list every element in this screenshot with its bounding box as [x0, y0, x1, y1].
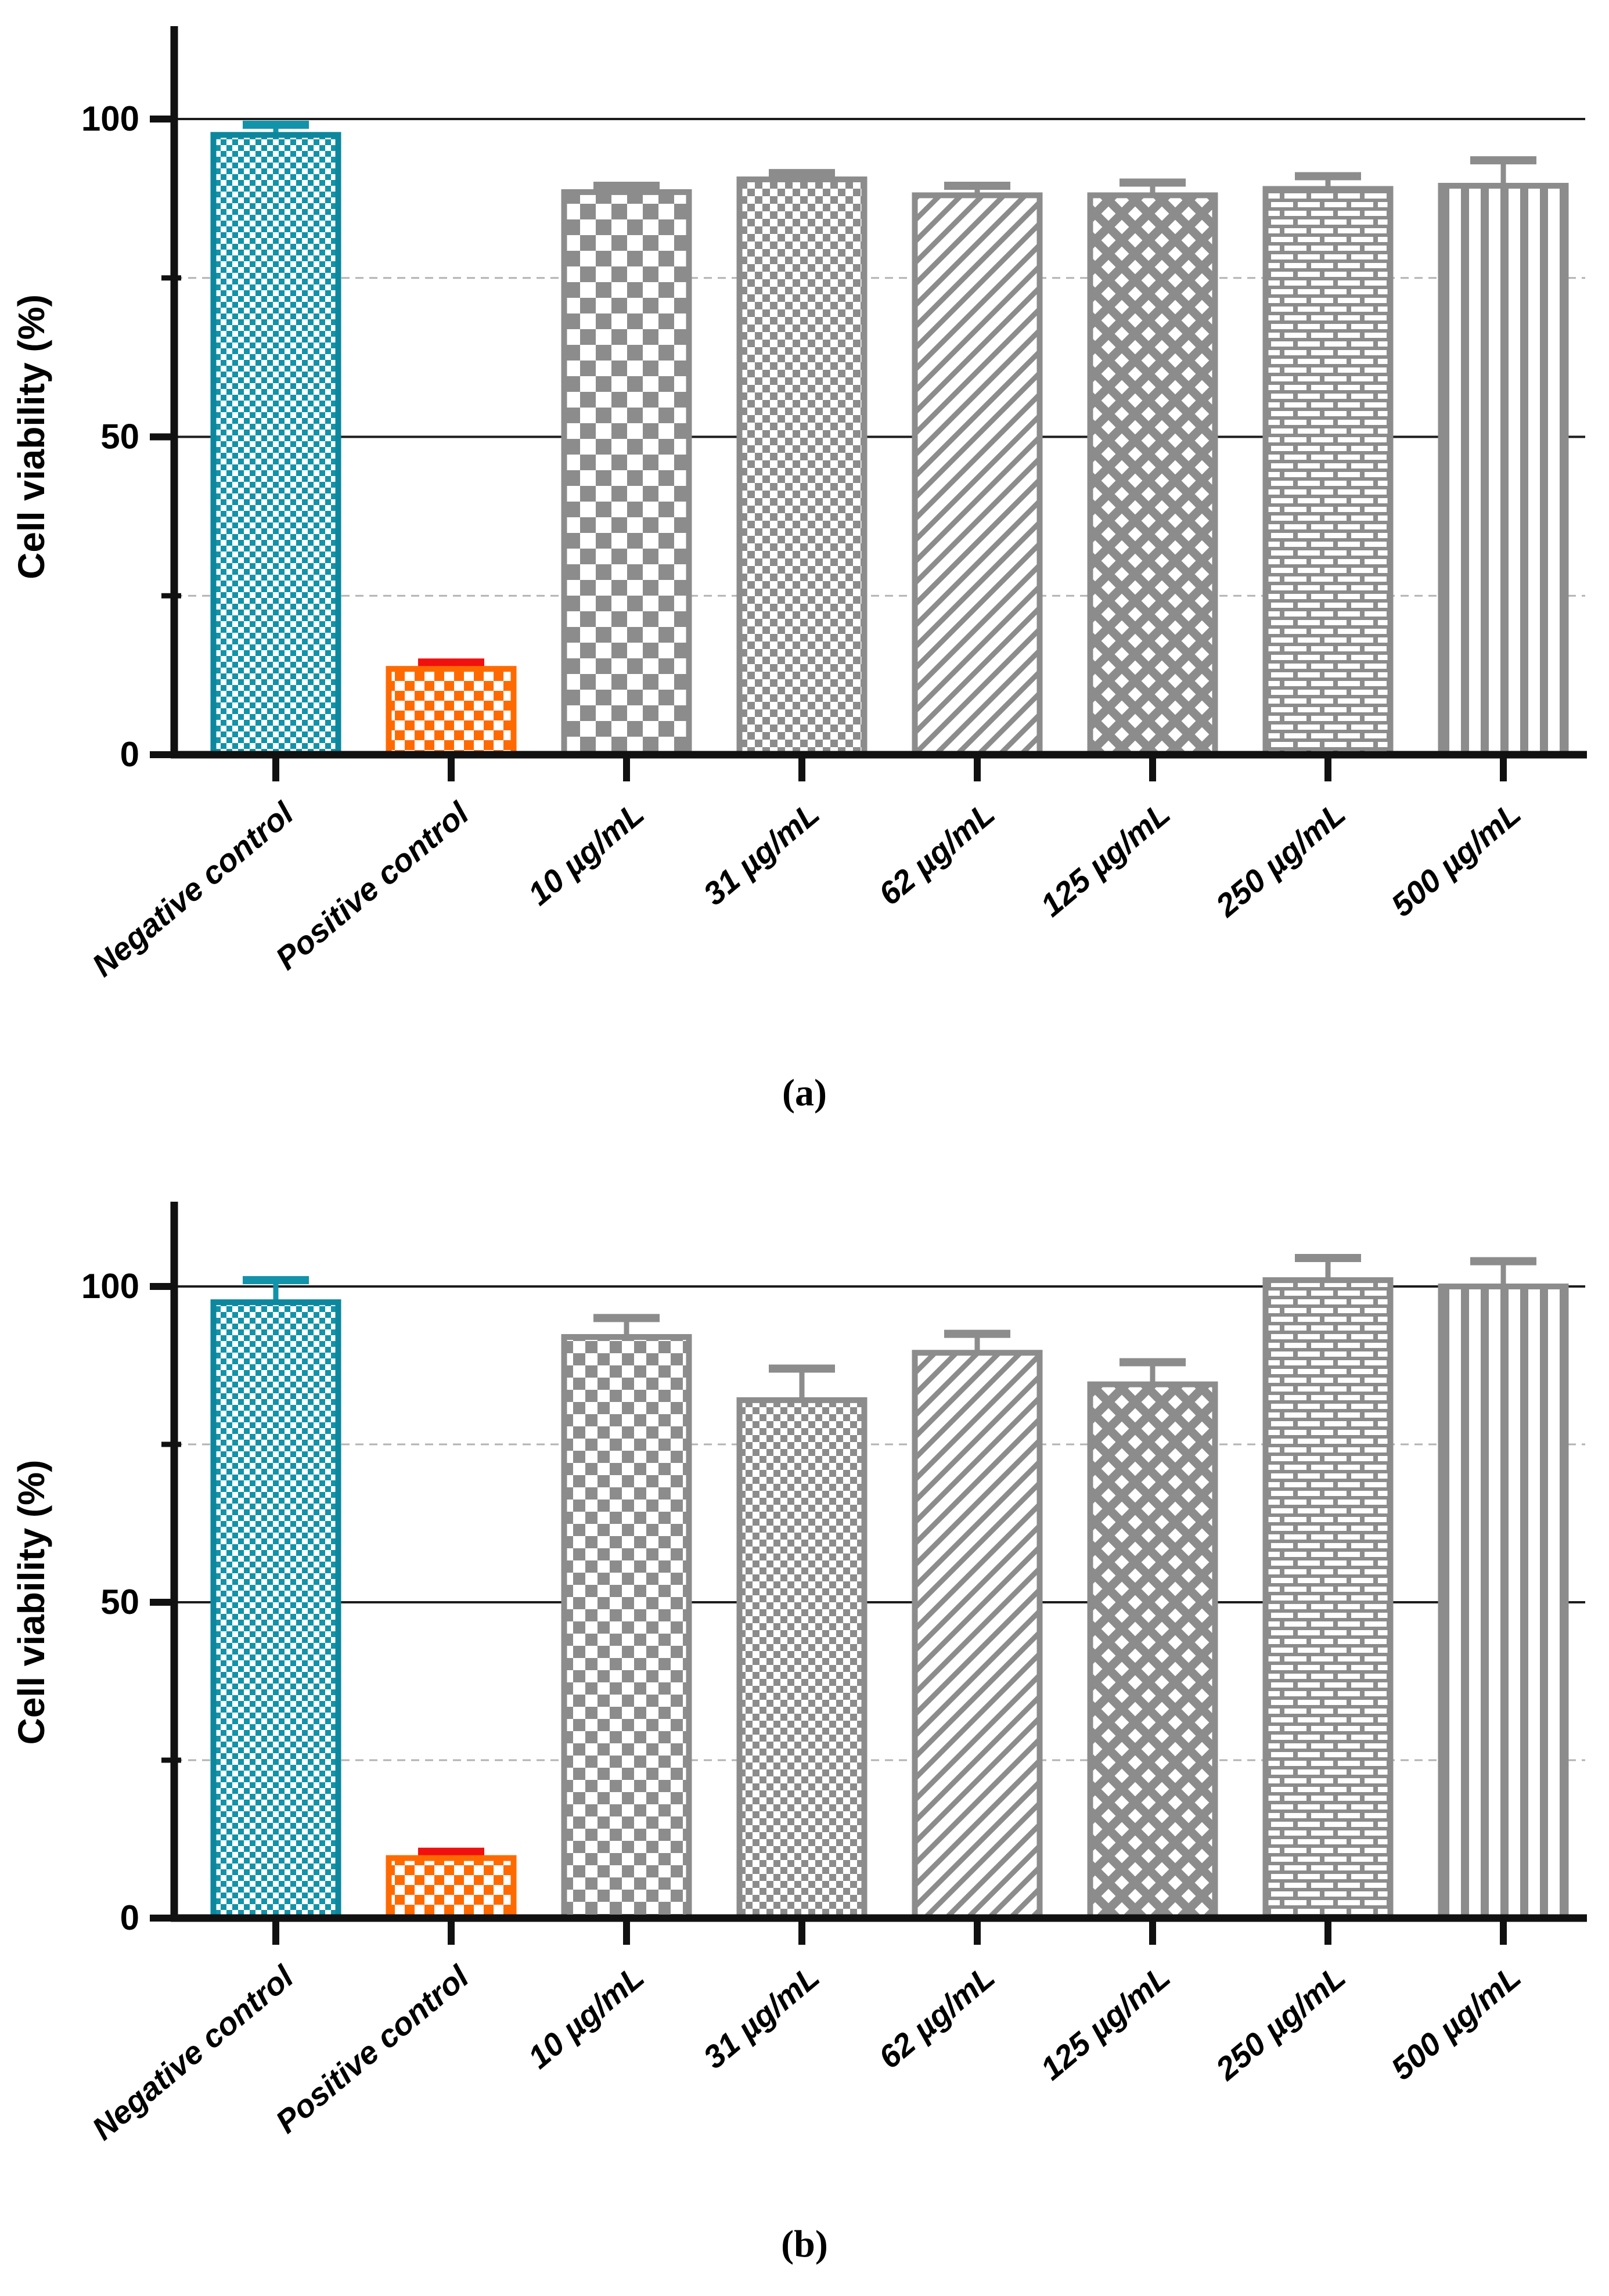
x-label-62-g-ml: 62 µg/mL — [872, 1959, 1001, 2075]
x-label-125-g-ml: 125 µg/mL — [1034, 795, 1177, 924]
bar-500-g-ml — [1438, 182, 1569, 758]
bar-62-g-ml — [912, 1350, 1043, 1921]
x-label-31-g-ml: 31 µg/mL — [696, 795, 826, 912]
bar-10-g-ml — [561, 189, 692, 758]
bar-negative-control — [210, 132, 341, 758]
bar-125-g-ml — [1087, 192, 1218, 758]
y-tick-label-100: 100 — [81, 1267, 139, 1306]
x-label-negative-control: Negative control — [85, 1958, 301, 2147]
panel-a-caption: (a) — [782, 1072, 827, 1114]
x-label-10-g-ml: 10 µg/mL — [521, 795, 650, 912]
x-label-positive-control: Positive control — [269, 795, 476, 977]
y-axis-title: Cell viability (%) — [10, 1460, 52, 1745]
x-label-62-g-ml: 62 µg/mL — [872, 795, 1001, 912]
y-tick-label-50: 50 — [100, 417, 139, 456]
bar-250-g-ml — [1262, 1277, 1394, 1922]
bar-125-g-ml — [1087, 1381, 1218, 1921]
bar-250-g-ml — [1262, 186, 1394, 758]
x-label-125-g-ml: 125 µg/mL — [1034, 1959, 1177, 2087]
panel-b-caption: (b) — [781, 2223, 828, 2265]
x-label-250-g-ml: 250 µg/mL — [1208, 795, 1352, 924]
x-label-10-g-ml: 10 µg/mL — [521, 1959, 650, 2075]
bar-10-g-ml — [561, 1334, 692, 1922]
bar-31-g-ml — [736, 1397, 868, 1922]
y-tick-label-0: 0 — [120, 1898, 139, 1937]
x-label-31-g-ml: 31 µg/mL — [696, 1959, 826, 2075]
x-label-250-g-ml: 250 µg/mL — [1208, 1959, 1352, 2088]
y-tick-label-50: 50 — [100, 1583, 139, 1621]
x-label-500-g-ml: 500 µg/mL — [1384, 1959, 1528, 2087]
x-label-positive-control: Positive control — [269, 1958, 476, 2140]
x-label-negative-control: Negative control — [85, 795, 301, 984]
y-axis-title: Cell viability (%) — [10, 294, 52, 579]
y-tick-label-0: 0 — [120, 735, 139, 774]
x-label-500-g-ml: 500 µg/mL — [1384, 795, 1528, 924]
bar-positive-control — [386, 1855, 517, 1921]
bar-negative-control — [210, 1299, 341, 1921]
y-tick-label-100: 100 — [81, 99, 139, 138]
bar-positive-control — [386, 666, 517, 758]
bar-62-g-ml — [912, 192, 1043, 758]
bar-31-g-ml — [736, 176, 868, 758]
bar-500-g-ml — [1438, 1284, 1569, 1921]
